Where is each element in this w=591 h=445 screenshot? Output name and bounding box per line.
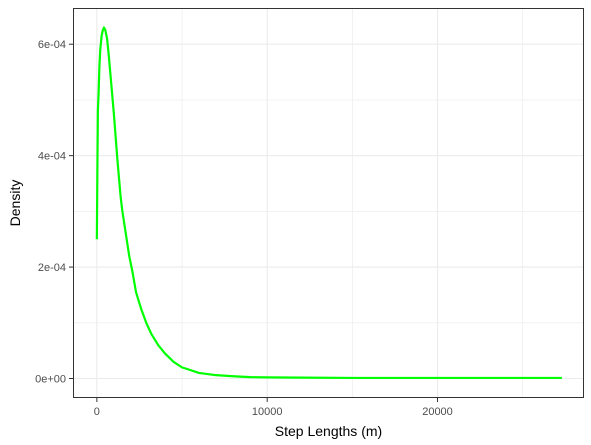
x-tick-label: 10000 <box>252 406 283 418</box>
x-axis-title: Step Lengths (m) <box>275 423 382 439</box>
plot-border <box>73 8 584 398</box>
y-axis-ticks: 0e+00 2e-04 4e-04 6e-04 <box>35 39 73 386</box>
plot-panel <box>73 8 584 398</box>
x-tick-label: 20000 <box>422 406 453 418</box>
density-line <box>95 26 562 380</box>
x-tick-label: 0 <box>94 406 100 418</box>
y-tick-label: 4e-04 <box>38 151 66 163</box>
y-tick-label: 2e-04 <box>38 262 66 274</box>
y-axis-title: Density <box>7 180 23 227</box>
grid-minor <box>73 8 584 398</box>
y-tick-label: 6e-04 <box>38 39 66 51</box>
x-axis-ticks: 0 10000 20000 <box>94 398 453 418</box>
y-tick-label: 0e+00 <box>35 374 66 386</box>
